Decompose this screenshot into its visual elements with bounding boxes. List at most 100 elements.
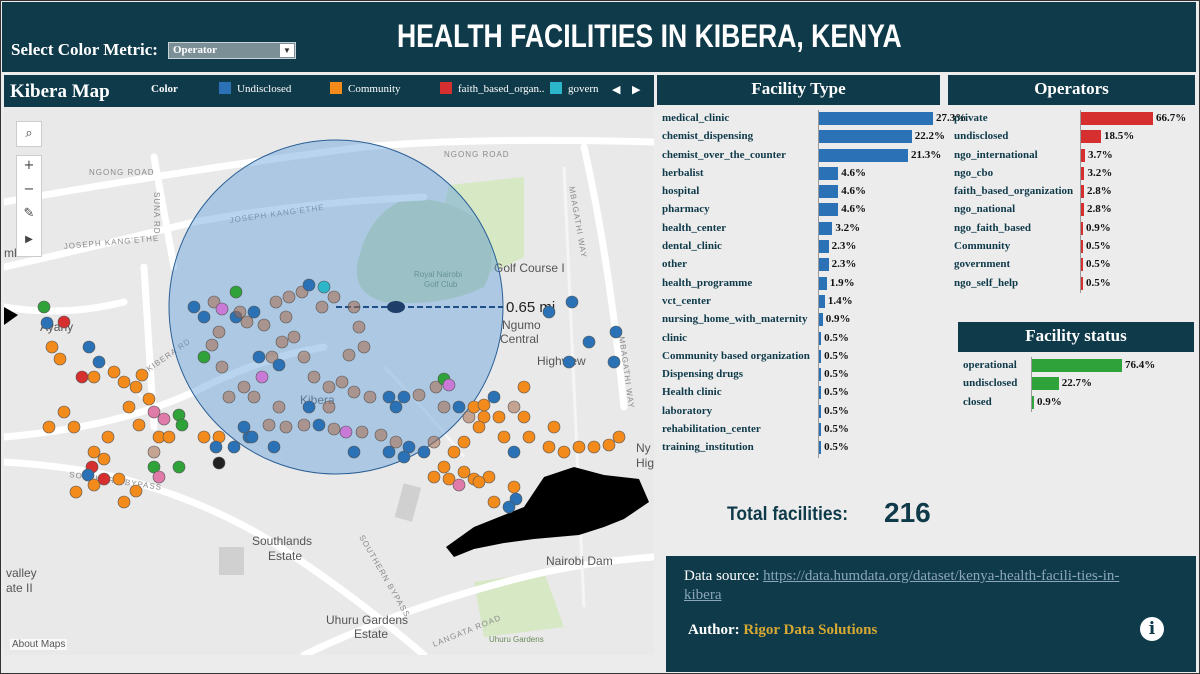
facility-marker[interactable] [397,450,411,464]
facility-marker[interactable] [122,400,136,414]
facility-type-row[interactable]: clinic 0.5% [662,329,947,348]
bar[interactable] [1032,359,1122,372]
facility-marker[interactable] [382,390,396,404]
bar[interactable] [819,258,829,272]
facility-marker[interactable] [135,368,149,382]
facility-marker[interactable] [507,445,521,459]
facility-marker[interactable] [197,350,211,364]
facility-marker[interactable] [302,400,316,414]
legend-prev-icon[interactable]: ◀ [612,84,621,96]
facility-marker[interactable] [87,478,101,492]
bar[interactable] [819,276,827,290]
facility-marker[interactable] [477,410,491,424]
facility-marker[interactable] [279,310,293,324]
facility-marker[interactable] [53,352,67,366]
facility-marker[interactable] [129,484,143,498]
color-metric-select[interactable]: Operator ▼ [168,42,296,59]
bar[interactable] [819,313,823,327]
bar[interactable] [1081,258,1083,272]
facility-marker[interactable] [607,355,621,369]
facility-marker[interactable] [97,472,111,486]
facility-marker[interactable] [175,418,189,432]
facility-type-row[interactable]: pharmacy 4.6% [662,201,947,220]
facility-marker[interactable] [327,290,341,304]
bar[interactable] [1081,240,1083,254]
facility-marker[interactable] [297,350,311,364]
facility-marker[interactable] [457,465,471,479]
facility-marker[interactable] [609,325,623,339]
bar[interactable] [819,203,839,217]
facility-marker[interactable] [452,478,466,492]
bar[interactable] [819,294,825,308]
facility-marker[interactable] [312,418,326,432]
facility-marker[interactable] [132,418,146,432]
facility-type-row[interactable]: training_institution 0.5% [662,439,947,458]
facility-marker[interactable] [487,495,501,509]
facility-marker[interactable] [509,492,523,506]
map-canvas[interactable]: NGONG ROAD NGONG ROAD JOSEPH KANG'ETHE J… [4,107,654,655]
facility-marker[interactable] [152,470,166,484]
about-maps-link[interactable]: About Maps [10,639,68,650]
facility-marker[interactable] [197,310,211,324]
facility-marker[interactable] [247,305,261,319]
bar[interactable] [819,166,839,180]
facility-type-row[interactable]: Dispensing drugs 0.5% [662,366,947,385]
facility-marker[interactable] [355,425,369,439]
operators-row[interactable]: ngo_cbo 3.2% [954,164,1194,184]
facility-marker[interactable] [107,365,121,379]
facility-marker[interactable] [412,388,426,402]
facility-marker[interactable] [397,390,411,404]
facility-marker[interactable] [287,330,301,344]
facility-marker[interactable] [472,420,486,434]
facility-type-row[interactable]: medical_clinic 27.3% [662,110,966,129]
operators-row[interactable]: private 66.7% [954,110,1194,129]
legend-next-icon[interactable]: ▶ [632,84,641,96]
facility-marker[interactable] [297,418,311,432]
facility-type-row[interactable]: health_programme 1.9% [662,274,947,293]
facility-marker[interactable] [222,390,236,404]
facility-marker[interactable] [472,475,486,489]
facility-marker[interactable] [582,335,596,349]
bar[interactable] [819,368,822,382]
facility-marker[interactable] [562,355,576,369]
facility-marker[interactable] [187,300,201,314]
facility-marker[interactable] [97,452,111,466]
facility-marker[interactable] [442,472,456,486]
facility-marker[interactable] [69,485,83,499]
facility-marker[interactable] [247,390,261,404]
facility-marker[interactable] [542,305,556,319]
facility-marker[interactable] [347,300,361,314]
zoom-out-button[interactable]: − [23,182,35,197]
facility-marker[interactable] [507,400,521,414]
facility-marker[interactable] [429,380,443,394]
facility-type-row[interactable]: chemist_dispensing 22.2% [662,128,947,147]
facility-marker[interactable] [302,278,316,292]
facility-marker[interactable] [257,318,271,332]
facility-marker[interactable] [45,340,59,354]
facility-marker[interactable] [279,420,293,434]
facility-marker[interactable] [82,340,96,354]
facility-marker[interactable] [207,295,221,309]
facility-marker[interactable] [417,445,431,459]
facility-marker[interactable] [482,470,496,484]
facility-marker[interactable] [335,375,349,389]
facility-marker[interactable] [317,280,331,294]
bar[interactable] [1032,377,1059,391]
facility-marker[interactable] [447,445,461,459]
facility-marker[interactable] [67,420,81,434]
bar[interactable] [1081,112,1153,125]
facility-marker[interactable] [487,390,501,404]
bar[interactable] [1081,221,1083,235]
facility-type-row[interactable]: rehabilitation_center 0.5% [662,421,947,440]
facility-marker[interactable] [327,422,341,436]
facility-marker[interactable] [307,370,321,384]
facility-marker[interactable] [542,440,556,454]
operators-row[interactable]: ngo_faith_based 0.9% [954,219,1194,239]
legend-item[interactable]: Undisclosed [219,82,291,95]
facility-marker[interactable] [172,460,186,474]
facility-type-row[interactable]: health_center 3.2% [662,219,947,239]
bar[interactable] [819,349,822,363]
facility-marker[interactable] [339,425,353,439]
operators-row[interactable]: Community 0.5% [954,238,1194,257]
facility-marker[interactable] [269,295,283,309]
